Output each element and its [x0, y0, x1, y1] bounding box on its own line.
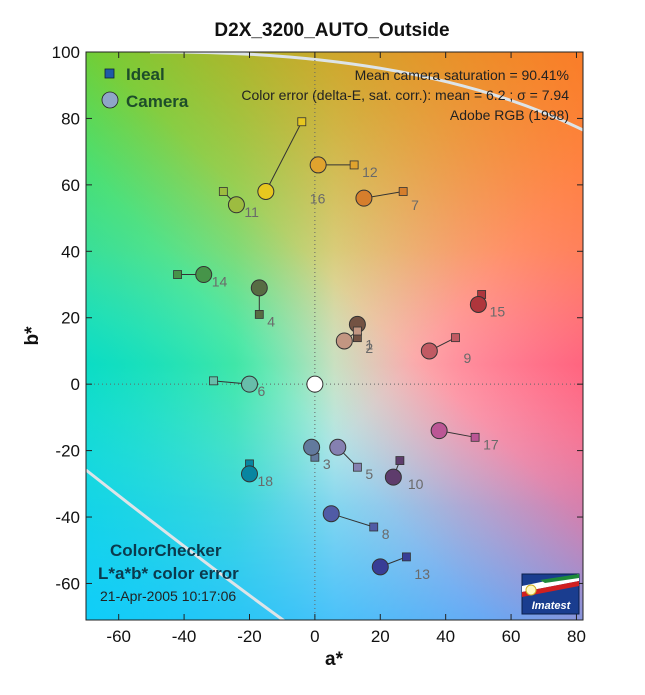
ideal-marker: [369, 522, 379, 532]
patch-label: 5: [365, 466, 373, 482]
ideal-marker: [398, 187, 408, 196]
camera-marker: [469, 295, 487, 313]
ideal-marker: [173, 270, 182, 279]
patch-label: 6: [257, 383, 265, 399]
plot-frame: [85, 51, 584, 621]
legend: Ideal Camera: [101, 65, 189, 111]
camera-marker: [227, 196, 245, 214]
camera-marker: [250, 279, 268, 297]
markers: [173, 117, 487, 576]
patch-label: 10: [408, 476, 424, 492]
camera-marker: [329, 438, 347, 456]
legend-ideal-label: Ideal: [126, 65, 165, 84]
zero-lines: [86, 52, 583, 620]
patch-label: 7: [411, 197, 419, 213]
camera-marker: [303, 438, 321, 456]
x-axis-label: a*: [325, 649, 344, 670]
camera-marker: [335, 332, 353, 350]
x-tick-label: -40: [172, 627, 197, 646]
ideal-marker: [402, 552, 411, 562]
camera-marker: [371, 558, 389, 576]
ideal-marker: [209, 376, 218, 386]
x-ticks: -60 -40 -20 0 20 40 60 80: [106, 52, 586, 646]
imatest-logo-text: Imatest: [532, 600, 572, 612]
y-tick-label: 80: [61, 109, 80, 128]
patch-label: 17: [483, 436, 499, 452]
camera-marker: [430, 422, 448, 440]
patch-label: 12: [362, 164, 378, 180]
y-tick-label: 0: [71, 375, 80, 394]
patch-label: 13: [414, 566, 430, 582]
y-tick-label: -60: [55, 574, 80, 593]
camera-marker: [420, 342, 438, 360]
camera-marker: [240, 375, 258, 393]
camera-marker: [257, 183, 275, 201]
camera-marker: [306, 375, 324, 393]
x-tick-label: -60: [106, 627, 131, 646]
gamut-boundary-bottom: [86, 468, 286, 620]
camera-marker: [309, 156, 327, 174]
imatest-logo: Imatest: [521, 573, 580, 615]
saturation-annotation: Mean camera saturation = 90.41%: [355, 67, 569, 83]
camera-marker: [355, 189, 373, 207]
legend-camera-label: Camera: [126, 92, 189, 111]
ideal-marker: [349, 160, 359, 170]
gamut-boundary-top: [150, 52, 583, 132]
patch-label: 8: [382, 526, 390, 542]
ideal-marker: [352, 326, 362, 336]
y-tick-label: -40: [55, 508, 80, 527]
ideal-marker: [218, 187, 228, 196]
colorchecker-subtitle: L*a*b* color error: [98, 564, 239, 583]
patch-label: 4: [267, 313, 275, 329]
y-tick-label: 60: [61, 176, 80, 195]
chart-title: D2X_3200_AUTO_Outside: [214, 20, 449, 41]
gamut-annotation: Adobe RGB (1998): [450, 107, 569, 123]
patch-label: 9: [463, 350, 471, 366]
x-tick-label: 40: [436, 627, 455, 646]
plot-background: [86, 52, 583, 620]
x-tick-label: 20: [371, 627, 390, 646]
y-tick-label: 100: [52, 43, 80, 62]
patch-label: 3: [323, 456, 331, 472]
camera-marker: [384, 468, 402, 486]
y-tick-label: 40: [61, 242, 80, 261]
x-tick-label: 60: [502, 627, 521, 646]
y-ticks: -60 -40 -20 0 20 40 60 80 100: [52, 43, 583, 593]
patch-label: 1: [365, 337, 373, 353]
x-tick-label: 0: [310, 627, 319, 646]
ideal-marker: [395, 456, 405, 465]
ideal-marker: [470, 432, 480, 442]
legend-camera-marker: [101, 91, 119, 109]
ideal-marker: [352, 462, 362, 472]
y-axis-label: b*: [22, 326, 43, 346]
patch-label: 2: [365, 340, 373, 356]
x-tick-label: 80: [567, 627, 586, 646]
ideal-marker: [297, 117, 307, 127]
x-tick-label: -20: [237, 627, 262, 646]
camera-marker: [195, 266, 213, 284]
camera-marker: [322, 505, 340, 523]
patch-label: 14: [212, 274, 228, 290]
legend-ideal-marker: [104, 68, 115, 79]
y-tick-label: 20: [61, 309, 80, 328]
chart-date: 21-Apr-2005 10:17:06: [100, 588, 236, 604]
patch-label: 18: [257, 473, 273, 489]
error-connector: [265, 121, 303, 192]
ideal-marker: [254, 310, 264, 319]
patch-label: 16: [310, 191, 326, 207]
y-tick-label: -20: [55, 442, 80, 461]
patch-label: 15: [490, 303, 506, 319]
patch-label: 11: [244, 204, 259, 220]
color-error-annotation: Color error (delta-E, sat. corr.): mean …: [241, 87, 569, 103]
camera-marker: [240, 465, 258, 483]
ideal-marker: [451, 333, 460, 343]
colorchecker-title: ColorChecker: [110, 541, 222, 560]
